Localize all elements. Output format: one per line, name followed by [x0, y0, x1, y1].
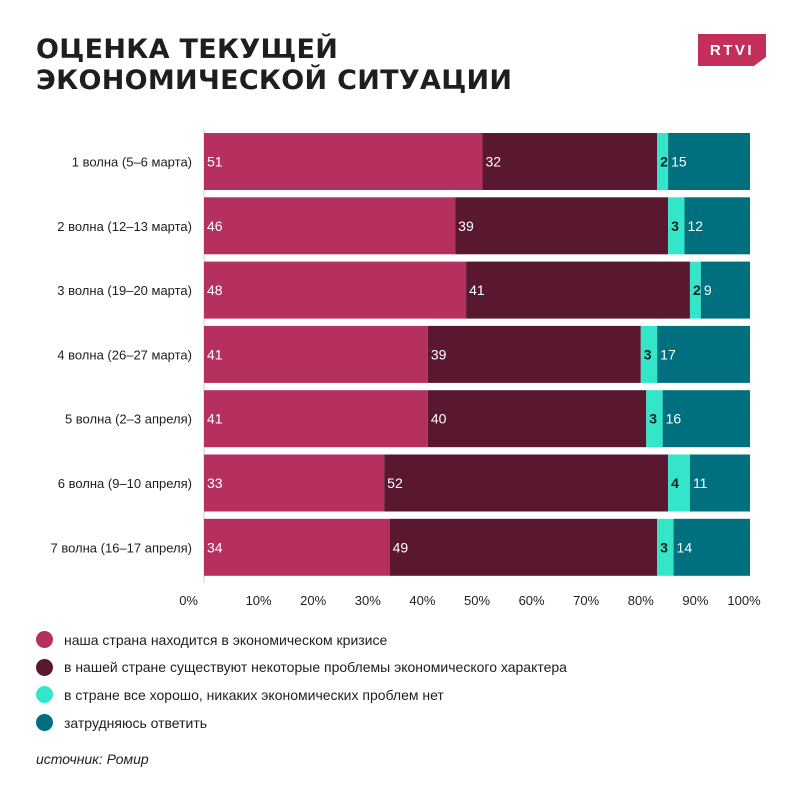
category-label: 6 волна (9–10 апреля) [58, 476, 192, 491]
value-label: 3 [644, 346, 652, 362]
x-tick-label: 20% [300, 593, 326, 608]
value-label: 3 [660, 539, 668, 555]
rtvi-logo: RTVI [698, 34, 766, 66]
legend-swatch [36, 631, 53, 649]
stacked-bar-chart: 1 волна (5–6 марта) 51 32 2 152 волна (12–13… [51, 129, 761, 608]
bar-segment [689, 261, 701, 319]
bar-segment [482, 133, 658, 190]
chart-title-line-2: ЭКОНОМИЧЕСКОЙ СИТУАЦИИ [36, 65, 513, 96]
bar-segment [668, 454, 690, 512]
category-label: 3 волна (19–20 марта) [57, 283, 192, 298]
value-label: 46 [207, 218, 223, 234]
category-label: 2 волна (12–13 марта) [57, 219, 192, 234]
bar-segment [204, 133, 483, 190]
x-tick-label: 90% [682, 593, 708, 608]
value-label: 11 [693, 475, 708, 491]
category-label: 4 волна (26–27 марта) [57, 347, 192, 362]
value-label: 32 [485, 154, 501, 170]
x-tick-label: 60% [519, 593, 545, 608]
value-label: 16 [666, 411, 682, 427]
bar-segment [646, 390, 663, 448]
category-label: 5 волна (2–3 апреля) [65, 412, 192, 427]
value-label: 12 [687, 218, 703, 234]
value-label: 41 [207, 346, 223, 362]
category-label: 1 волна (5–6 марта) [72, 155, 192, 170]
value-label: 39 [458, 218, 474, 234]
value-label: 14 [677, 539, 693, 555]
legend-item: в нашей стране существуют некоторые проб… [36, 654, 567, 682]
value-label: 34 [207, 539, 223, 555]
source-note: источник: Ромир [36, 751, 149, 767]
legend-swatch [36, 658, 53, 676]
x-tick-label: 50% [464, 593, 490, 608]
legend-label: наша страна находится в экономическом кр… [64, 631, 388, 648]
value-label: 41 [469, 282, 485, 298]
x-tick-label: 0% [179, 593, 198, 608]
bar-segment [668, 197, 685, 255]
bar-segment [657, 325, 750, 383]
x-tick-label: 10% [246, 593, 272, 608]
bar-segment [689, 454, 750, 512]
value-label: 40 [431, 411, 447, 427]
value-label: 2 [693, 282, 701, 298]
legend-label: в нашей стране существуют некоторые проб… [64, 659, 567, 676]
chart-title-line-1: ОЦЕНКА ТЕКУЩЕЙ [36, 34, 339, 65]
value-label: 41 [207, 411, 223, 427]
bar-segment [657, 133, 669, 190]
bar-segment [673, 518, 750, 576]
value-label: 3 [649, 411, 657, 427]
bar-segment [640, 325, 658, 383]
value-label: 15 [671, 154, 687, 170]
legend-swatch [36, 686, 53, 704]
bar-segment [427, 390, 647, 448]
bar-segment [204, 518, 390, 576]
bar-segment [384, 454, 669, 512]
value-label: 52 [387, 475, 403, 491]
legend-item: в стране все хорошо, никаких экономическ… [36, 681, 567, 709]
value-label: 3 [671, 218, 679, 234]
value-label: 2 [660, 154, 668, 170]
bar-segment [668, 133, 750, 190]
bar-segment [427, 325, 641, 383]
x-tick-label: 80% [628, 593, 654, 608]
chart-title: ОЦЕНКА ТЕКУЩЕЙ ЭКОНОМИЧЕСКОЙ СИТУАЦИИ [36, 34, 512, 96]
x-tick-label: 70% [573, 593, 599, 608]
legend-item: затрудняюсь ответить [36, 709, 567, 737]
bar-segment [466, 261, 690, 319]
legend-label: в стране все хорошо, никаких экономическ… [64, 686, 444, 703]
legend-item: наша страна находится в экономическом кр… [36, 626, 567, 654]
value-label: 48 [207, 282, 223, 298]
x-tick-label: 30% [355, 593, 381, 608]
x-tick-label: 100% [727, 593, 761, 608]
bar-segment [662, 390, 750, 448]
bar-segment [684, 197, 750, 255]
category-label: 7 волна (16–17 апреля) [51, 540, 193, 555]
legend-swatch [36, 714, 53, 732]
value-label: 51 [207, 154, 223, 170]
x-tick-label: 40% [409, 593, 435, 608]
bar-segment [204, 325, 428, 383]
value-label: 17 [660, 346, 676, 362]
value-label: 9 [704, 282, 712, 298]
bar-segment [204, 197, 456, 255]
bar-segment [204, 261, 467, 319]
chart-legend: наша страна находится в экономическом кр… [36, 626, 567, 736]
bar-segment [389, 518, 658, 576]
bar-segment [657, 518, 674, 576]
legend-label: затрудняюсь ответить [64, 714, 208, 731]
value-label: 39 [431, 346, 447, 362]
bar-segment [204, 454, 385, 512]
bar-segment [455, 197, 669, 255]
value-label: 49 [393, 539, 409, 555]
bar-segment [700, 261, 750, 319]
value-label: 33 [207, 475, 223, 491]
bar-segment [204, 390, 428, 448]
value-label: 4 [671, 475, 679, 491]
